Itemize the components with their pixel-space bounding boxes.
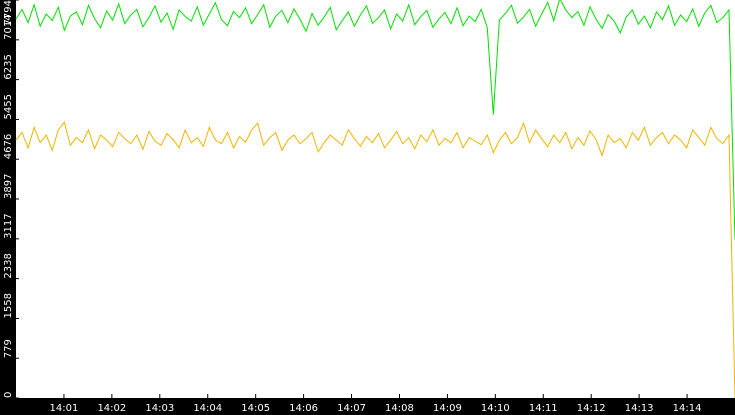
x-tick-label: 14:08 — [385, 403, 414, 414]
y-tick-label: 4676 — [3, 134, 14, 159]
y-tick-label: 3117 — [3, 213, 14, 238]
y-tick-label: 7794 — [3, 0, 14, 25]
x-tick-label: 14:11 — [529, 403, 558, 414]
series-line — [15, 121, 735, 399]
y-tick-label: 2338 — [3, 253, 14, 278]
plot-area — [16, 0, 735, 398]
y-tick-label: 3897 — [3, 174, 14, 199]
y-tick-label: 0 — [3, 392, 14, 398]
x-tick-label: 14:13 — [625, 403, 654, 414]
x-tick-label: 14:03 — [145, 403, 174, 414]
x-tick-label: 14:07 — [337, 403, 366, 414]
y-tick-label: 7014 — [3, 14, 14, 39]
x-tick-label: 14:12 — [577, 403, 606, 414]
y-tick-label: 5455 — [3, 94, 14, 119]
x-tick-label: 14:04 — [193, 403, 222, 414]
series-line — [15, 0, 735, 240]
x-tick-label: 14:09 — [433, 403, 462, 414]
y-tick-label: 6235 — [3, 54, 14, 79]
x-tick-label: 14:05 — [241, 403, 270, 414]
x-tick-label: 14:02 — [97, 403, 126, 414]
y-tick-label: 779 — [3, 339, 14, 358]
x-tick-label: 14:10 — [481, 403, 510, 414]
x-tick-label: 14:01 — [50, 403, 79, 414]
y-tick-label: 1558 — [3, 293, 14, 318]
x-tick-label: 14:14 — [673, 403, 702, 414]
x-tick-label: 14:06 — [289, 403, 318, 414]
